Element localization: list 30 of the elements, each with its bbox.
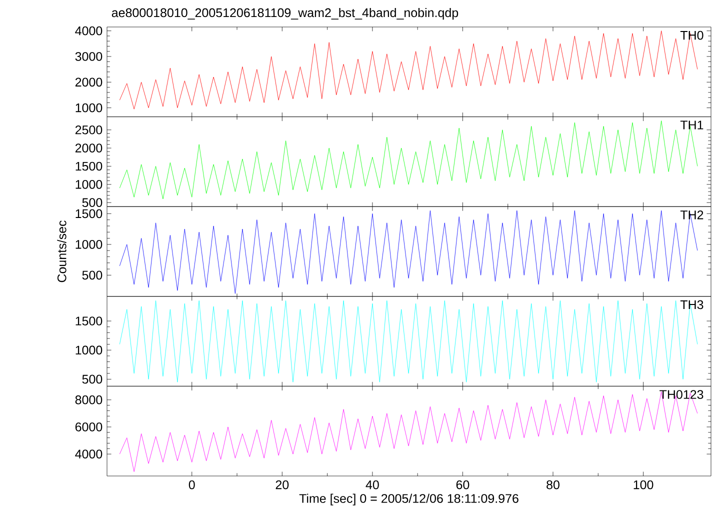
- y-tick-label: 8000: [75, 395, 102, 404]
- x-tick-label: 80: [546, 480, 560, 490]
- y-tick-label: 6000: [75, 422, 102, 432]
- y-tick-label: 4000: [75, 26, 102, 36]
- y-tick-label: 2500: [75, 125, 102, 134]
- x-tick-label: 40: [366, 480, 379, 490]
- y-tick-label: 1500: [76, 162, 102, 171]
- y-tick-label: 1000: [76, 346, 102, 355]
- x-tick-label: 100: [634, 480, 654, 490]
- y-tick-label: 500: [82, 374, 102, 384]
- x-axis-title: Time [sec] 0 = 2005/12/06 18:11:09.976: [299, 494, 518, 506]
- y-tick-label: 1000: [76, 103, 102, 112]
- chart-title: ae800018010_20051206181109_wam2_bst_4band_nobin.qdp: [112, 8, 458, 20]
- y-tick-label: 500: [82, 270, 102, 280]
- y-tick-label: 3000: [75, 52, 102, 61]
- series-label: TH1: [680, 120, 704, 130]
- y-tick-label: 1500: [76, 316, 102, 326]
- y-axis-title: Counts/sec: [57, 220, 66, 282]
- y-tick-label: 2000: [75, 78, 102, 87]
- y-tick-label: 1000: [76, 240, 102, 249]
- y-tick-label: 2000: [75, 144, 102, 152]
- y-tick-label: 500: [82, 198, 102, 208]
- series-label: TH2: [680, 210, 704, 220]
- series-label: TH3: [680, 300, 704, 310]
- y-tick-label: 4000: [75, 450, 102, 458]
- x-tick-label: 0: [188, 480, 195, 490]
- x-tick-label: 20: [276, 480, 289, 490]
- y-tick-label: 1500: [76, 209, 102, 218]
- x-tick-label: 60: [456, 480, 470, 490]
- y-tick-label: 1000: [76, 180, 102, 189]
